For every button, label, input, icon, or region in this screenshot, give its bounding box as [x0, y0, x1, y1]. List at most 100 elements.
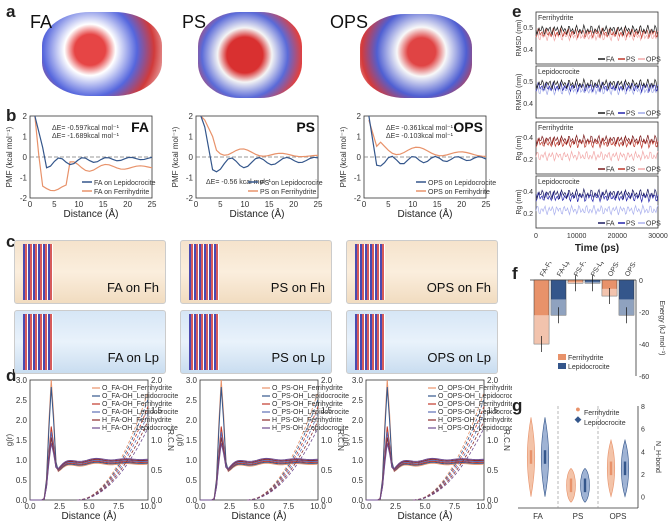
legend-label: O_FA-OH_Lepidocrocite: [102, 409, 178, 416]
mineral-slab: [189, 244, 219, 300]
y-right-tick-label: 2.0: [487, 376, 499, 385]
y-tick-label: 2: [641, 472, 645, 479]
legend-label: FA: [606, 111, 615, 118]
legend-label: Ferrihydrite: [584, 410, 620, 417]
legend-label: OPS: [646, 57, 661, 64]
y-tick-label: -40: [639, 342, 649, 349]
rdf-curve: [200, 442, 319, 501]
panel-label-d: d: [6, 366, 17, 385]
system-label: FA on Fh: [106, 280, 159, 295]
y-tick-label: 0.5: [16, 476, 28, 485]
legend-label: O_OPS-OH_Ferrihydrite: [438, 385, 512, 392]
y-axis-label: g(r): [341, 433, 350, 446]
legend-label: H_PS-OH_Ferrihydrite: [272, 417, 343, 424]
y-tick-label: -60: [639, 374, 649, 381]
simulation-box: FA on Lp: [14, 310, 166, 374]
x-axis-label: Distance (Å): [397, 509, 452, 522]
x-tick-label: 25: [148, 200, 157, 209]
timeseries-line: [535, 187, 659, 201]
legend-label: PS: [626, 221, 636, 228]
y-tick-label: 0.4: [523, 101, 533, 108]
y-tick-label: 0: [357, 153, 362, 162]
lepidocrocite-curve: [200, 115, 319, 173]
energy-annotation: ΔE= -0.103kcal mol⁻¹: [386, 133, 454, 140]
y-tick-label: 2: [357, 112, 362, 121]
y-tick-label: 4: [641, 449, 645, 456]
y-tick-label: 3.0: [16, 376, 28, 385]
x-axis-label: Distance (Å): [61, 509, 116, 522]
simulation-box: OPS on Lp: [346, 310, 498, 374]
legend-label: H_OPS-OH_Ferrihydrite: [438, 417, 512, 424]
y-axis-label: RMSD (nm): [516, 20, 523, 57]
y-tick-label: 0: [189, 153, 194, 162]
legend-marker: ●: [575, 404, 580, 414]
category-label: OPS-Lp: [624, 262, 643, 278]
legend-label: FA: [606, 221, 615, 228]
y-tick-label: 1: [23, 133, 28, 142]
x-tick-label: 20: [123, 200, 132, 209]
y-tick-label: 0.5: [523, 25, 533, 32]
y-right-tick-label: 1.5: [321, 406, 333, 415]
y-right-tick-label: 0.0: [151, 496, 163, 505]
x-tick-label: 5.0: [83, 502, 95, 511]
legend-label: FA: [606, 57, 615, 64]
y-tick-label: 0.4: [523, 189, 533, 196]
y-tick-label: -1: [20, 174, 28, 183]
violin-box: [623, 461, 627, 476]
y-axis-label: RMSD (nm): [516, 74, 523, 111]
ferrihydrite-curve: [34, 115, 153, 192]
y-right-tick-label: 1.5: [487, 406, 499, 415]
legend-label: H_FA-OH_Ferrihydrite: [102, 417, 172, 424]
y-right-axis-label: R.C.N: [502, 429, 511, 451]
x-tick-label: 10: [240, 200, 249, 209]
panel-label-c: c: [6, 232, 16, 251]
system-label: PS on Lp: [271, 350, 326, 365]
y-right-tick-label: 1.0: [487, 436, 499, 445]
timeseries-frame: [535, 65, 659, 119]
category-label: PS: [573, 512, 584, 521]
energy-annotation: ΔE= -0.361kcal mol⁻¹: [386, 125, 454, 132]
y-tick-label: 1.5: [352, 436, 364, 445]
y-tick-label: 1: [189, 133, 194, 142]
energy-bar-inner: [534, 315, 549, 344]
x-tick-label: 7.5: [113, 502, 125, 511]
y-tick-label: 8: [641, 404, 645, 411]
legend-label: OPS: [646, 221, 661, 228]
y-tick-label: 0.0: [352, 496, 364, 505]
timeseries-line: [535, 203, 659, 216]
x-tick-label: 30000: [648, 233, 668, 240]
energy-annotation: ΔE= -1.689kcal mol⁻¹: [52, 133, 120, 140]
y-tick-label: 0.0: [186, 496, 198, 505]
y-right-axis-label: R.C.N: [336, 429, 345, 451]
x-axis-label: Distance (Å): [229, 207, 284, 220]
y-right-tick-label: 1.0: [321, 436, 333, 445]
legend-label: Ferrihydrite: [568, 355, 604, 362]
y-tick-label: 2: [189, 112, 194, 121]
x-tick-label: 0: [28, 200, 33, 209]
panel-label-f: f: [512, 264, 518, 283]
y-tick-label: 2.5: [186, 396, 198, 405]
legend-label: O_PS-OH_Lepidocrocite: [272, 393, 349, 400]
x-tick-label: 25: [482, 200, 491, 209]
x-tick-label: 5: [52, 200, 57, 209]
x-tick-label: 10: [408, 200, 417, 209]
legend-label: O_PS-OH_Ferrihydrite: [272, 401, 343, 408]
ops-surface-image: [360, 14, 472, 98]
legend-label: O_FA-OH_Ferrihydrite: [102, 385, 172, 392]
x-tick-label: 20000: [608, 233, 628, 240]
x-tick-label: 0.0: [194, 502, 206, 511]
x-tick-label: 0: [534, 233, 538, 240]
y-axis-label: PMF (kcal mol⁻¹): [5, 126, 14, 187]
y-tick-label: 3.0: [352, 376, 364, 385]
legend-label: H_FA-OH_Lepidocrocite: [102, 425, 178, 432]
legend-label: OPS: [646, 111, 661, 118]
legend-label: O_OPS-OH_Lepidocrocite: [438, 409, 512, 416]
legend-label: O_OPS-OH_Ferrihydrite: [438, 401, 512, 408]
y-tick-label: 1: [357, 133, 362, 142]
legend-label: O_FA-OH_Ferrihydrite: [102, 401, 172, 408]
y-tick-label: 3.0: [186, 376, 198, 385]
mineral-slab: [355, 314, 385, 370]
y-axis-label: PMF (kcal mol⁻¹): [339, 126, 348, 187]
